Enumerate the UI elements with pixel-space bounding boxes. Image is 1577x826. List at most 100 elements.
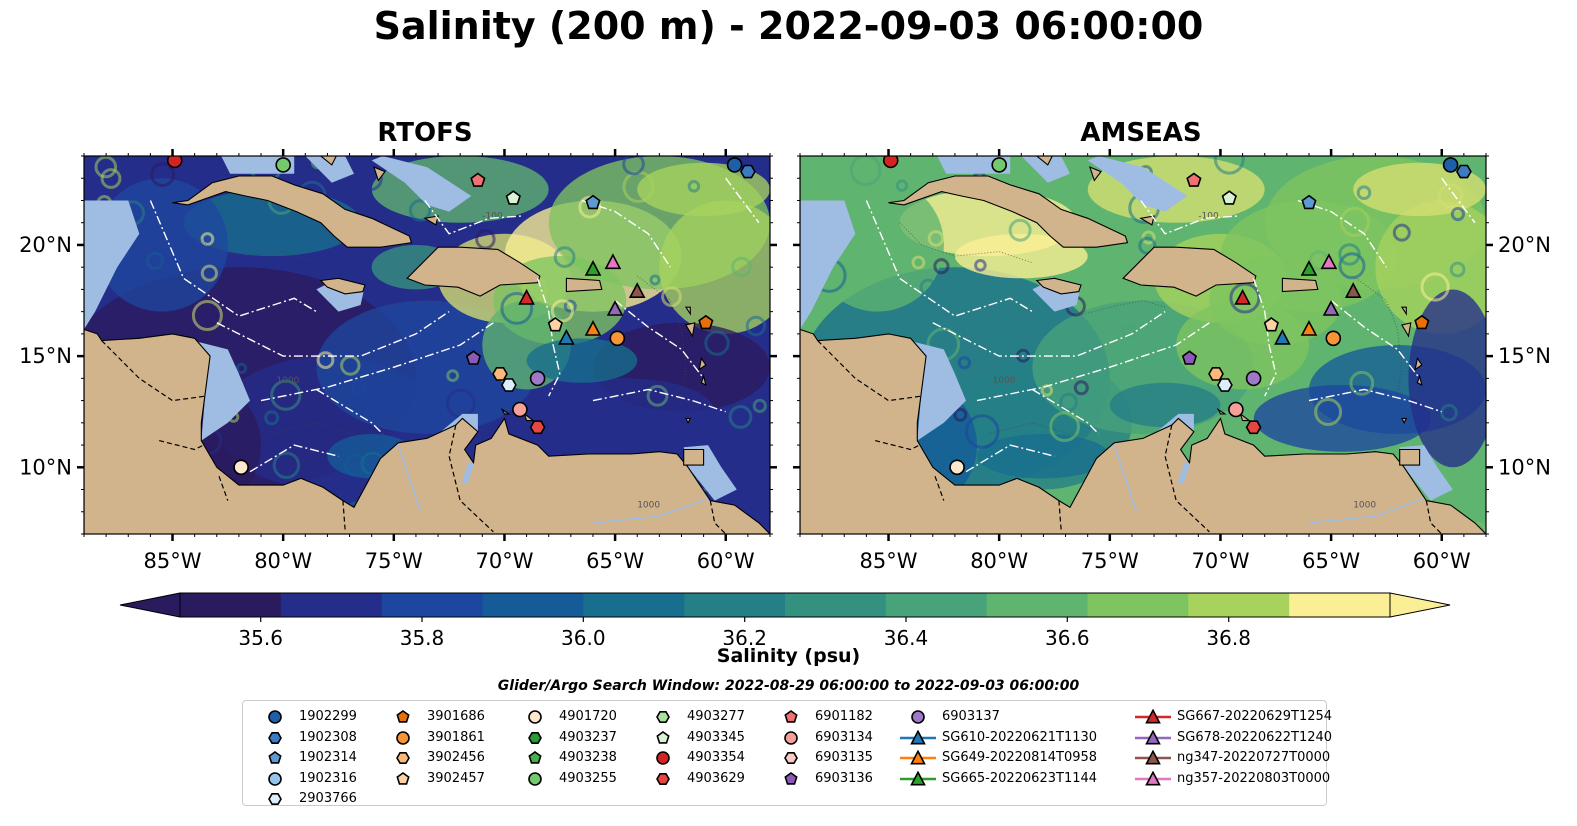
colorbar-segment <box>885 593 988 617</box>
eddy-swirl <box>553 246 576 269</box>
legend-label: SG678-20220622T1240 <box>1177 729 1333 745</box>
eddy-swirl <box>895 179 909 192</box>
legend-label: SG649-20220814T0958 <box>942 750 1098 765</box>
obs-SG678-20220622T1240 <box>1322 299 1340 316</box>
argo-circle-icon <box>784 730 798 745</box>
lat-tick-label-left: 10°N <box>19 455 72 479</box>
legend-argo-marker <box>268 751 282 764</box>
shallow-shelf <box>84 200 140 330</box>
eez-boundary <box>965 444 1055 473</box>
obs-6903137 <box>529 370 546 387</box>
obs-1902308 <box>1455 164 1472 179</box>
eddy-swirl <box>1356 185 1372 200</box>
eez-boundary <box>260 322 494 402</box>
bathymetry-contour <box>899 222 1033 264</box>
land-centralAmerica <box>84 156 770 534</box>
map-panel-rtofs[interactable]: 1000 1000 -100 <box>62 149 792 541</box>
legend-label: 3901861 <box>427 729 485 745</box>
lon-tick-label: 60°W <box>697 549 755 573</box>
lon-tick-label: 75°W <box>365 549 423 573</box>
land-cuba <box>172 175 413 248</box>
maps-canvas: 1000 1000 -100 1000 1000 -100 85°W 80°W 75°W 70… <box>19 145 1551 573</box>
obs-SG665-20220623T1144 <box>584 259 602 276</box>
country-border <box>875 440 920 451</box>
land-aruba <box>500 407 511 415</box>
land-trinidad <box>683 448 705 466</box>
eddy-swirl <box>500 292 534 325</box>
obs-3902457 <box>547 317 563 332</box>
obs-4903629 <box>1245 420 1262 435</box>
colorbar-segment <box>280 593 383 617</box>
bathymetry-contour <box>987 422 1077 437</box>
legend: 1902299 1902308 1902314 1902316 2903766 39016… <box>242 700 1332 806</box>
obs-4903255 <box>275 157 292 173</box>
lat-tick-label-right: 10°N <box>1498 455 1551 479</box>
obs-SG667-20220629T1254 <box>518 288 535 305</box>
legend-label: SG667-20220629T1254 <box>1177 709 1333 724</box>
land-lesser2 <box>1401 322 1412 338</box>
argo-pentagon-icon <box>396 710 410 723</box>
obs-4901720 <box>949 459 965 476</box>
obs-2903766 <box>1216 378 1233 392</box>
salinity-patch <box>1176 300 1309 390</box>
eddy-swirl <box>933 258 950 275</box>
eddy-swirl <box>849 156 882 187</box>
legend-glider-marker <box>1145 770 1161 785</box>
panel-title-amseas: AMSEAS <box>1080 118 1202 148</box>
eddy-swirl <box>357 165 383 192</box>
legend-label: 4903255 <box>559 770 617 786</box>
eddy-swirl <box>752 398 767 413</box>
eddy-swirl <box>1392 223 1411 242</box>
eddy-swirl <box>974 259 987 272</box>
eez-boundary <box>1441 177 1476 224</box>
argo-circle-icon <box>911 710 925 724</box>
obs-1902299 <box>726 157 743 173</box>
legend-argo-marker <box>396 751 410 764</box>
eddy-swirl <box>1349 370 1375 396</box>
panel-title-rtofs: RTOFS <box>377 118 473 148</box>
salinity-patch <box>1253 385 1431 452</box>
glider-triangle-icon <box>1135 729 1171 744</box>
legend-label: 3901686 <box>427 709 485 724</box>
legend-label: 1902308 <box>299 729 357 745</box>
argo-pentagon-icon <box>784 771 798 785</box>
legend-label: 6901182 <box>815 709 873 724</box>
obs-3902457 <box>1263 317 1279 332</box>
glider-triangle-icon <box>900 750 936 765</box>
eddy-swirl <box>687 180 701 193</box>
eddy-swirl <box>343 453 367 477</box>
obs-SG610-20220621T1130 <box>558 328 575 345</box>
eez-boundary <box>725 177 760 224</box>
argo-circle-icon <box>656 751 670 765</box>
legend-label: 6903136 <box>815 770 873 786</box>
legend-argo-marker <box>656 710 670 723</box>
colorbar-tick-label: 36.2 <box>722 626 767 645</box>
eddy-swirl <box>1420 272 1450 302</box>
colorbar-tick-label: 35.8 <box>400 626 445 645</box>
argo-pentagon-icon <box>784 710 798 723</box>
eez-boundary <box>424 200 523 235</box>
obs-3902456 <box>492 366 508 381</box>
eddy-swirl <box>100 168 122 189</box>
legend-argo-marker <box>656 772 670 785</box>
obs-4903255 <box>991 157 1008 173</box>
colorbar: 35.6 35.8 36.0 36.2 36.4 36.6 36.8 <box>119 592 1451 645</box>
land-bahamas1 <box>319 156 337 166</box>
argo-hexagon-icon <box>268 731 282 744</box>
eddy-swirl <box>1338 243 1361 266</box>
colorbar-segment <box>381 593 483 617</box>
glider-triangle-icon <box>1135 709 1171 724</box>
eddy-swirl <box>563 299 577 313</box>
map-panel-amseas[interactable]: 1000 1000 -100 <box>788 145 1508 541</box>
legend-label: SG665-20220623T1144 <box>942 770 1098 786</box>
eddy-swirl <box>191 300 223 331</box>
legend-argo-marker <box>396 730 410 745</box>
obs-3901686 <box>698 314 714 330</box>
eddy-swirl <box>1338 252 1366 280</box>
eddy-swirl <box>646 384 669 407</box>
legend-argo-marker <box>784 771 798 785</box>
legend-argo-marker <box>528 771 542 786</box>
salinity-patch <box>1408 289 1486 468</box>
legend-label: 4901720 <box>559 709 617 724</box>
eez-boundary <box>614 299 705 379</box>
